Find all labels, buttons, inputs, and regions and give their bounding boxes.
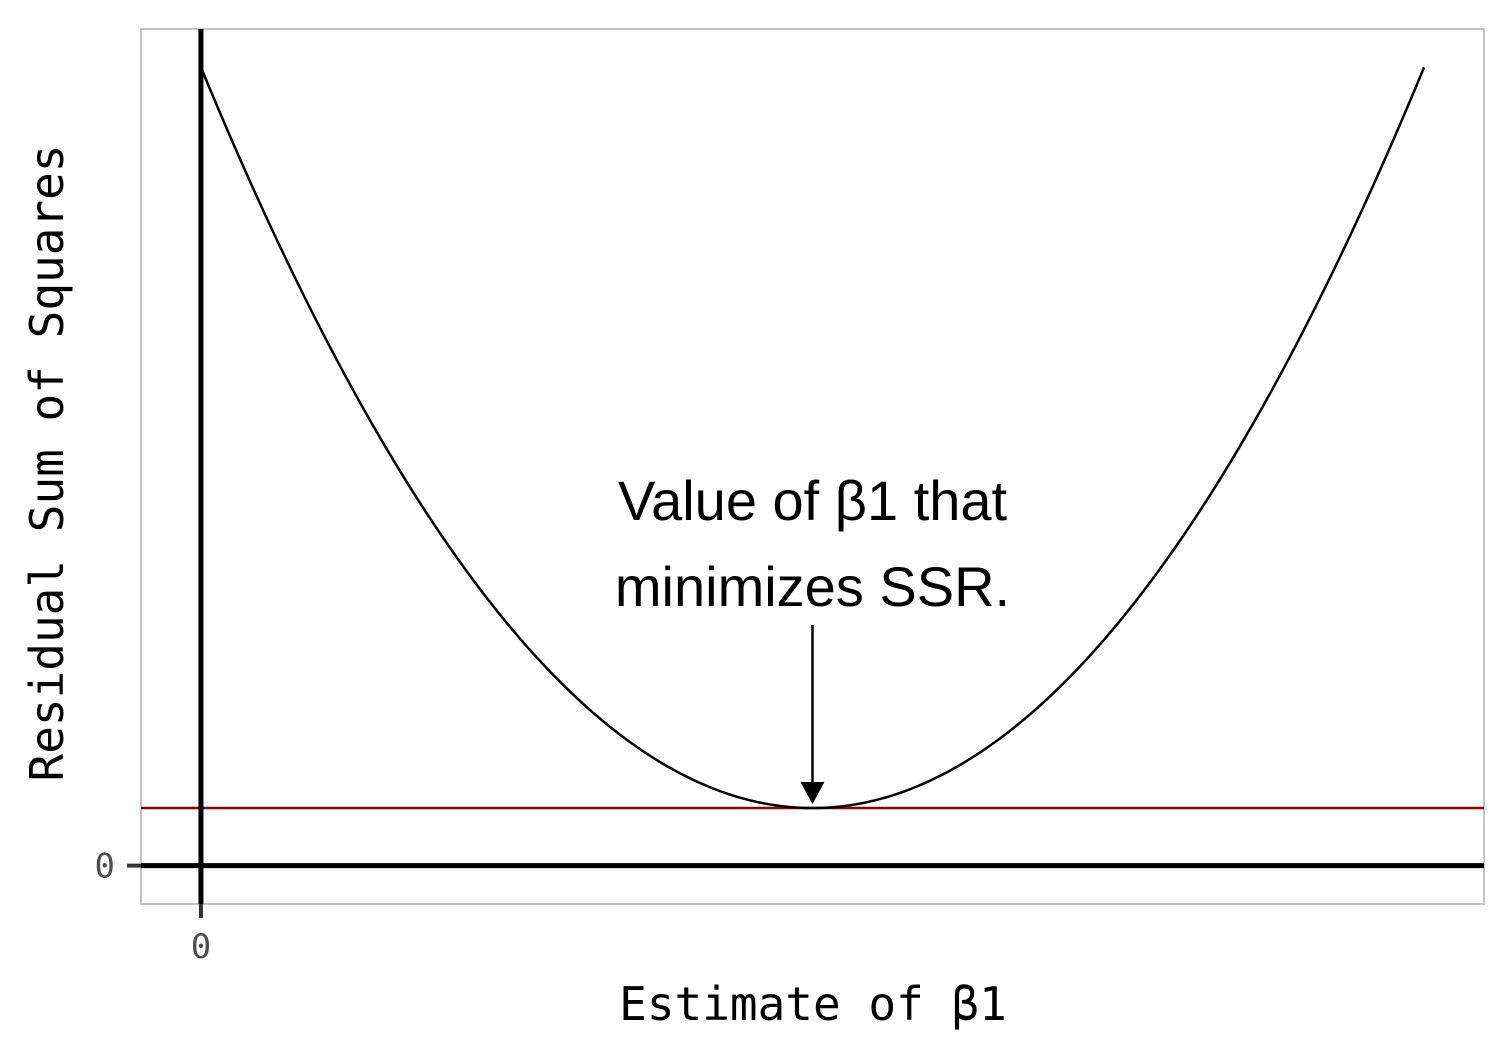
x-tick-label: 0	[191, 927, 211, 967]
y-axis-title: Residual Sum of Squares	[20, 145, 74, 782]
ssr-curve	[199, 66, 1426, 810]
y-tick-label: 0	[95, 847, 115, 887]
annotation-line: minimizes SSR.	[615, 555, 1010, 618]
annotation-line: Value of β1 that	[618, 469, 1008, 532]
annotation-arrow-head	[800, 782, 825, 805]
x-axis-title: Estimate of β1	[619, 977, 1007, 1031]
